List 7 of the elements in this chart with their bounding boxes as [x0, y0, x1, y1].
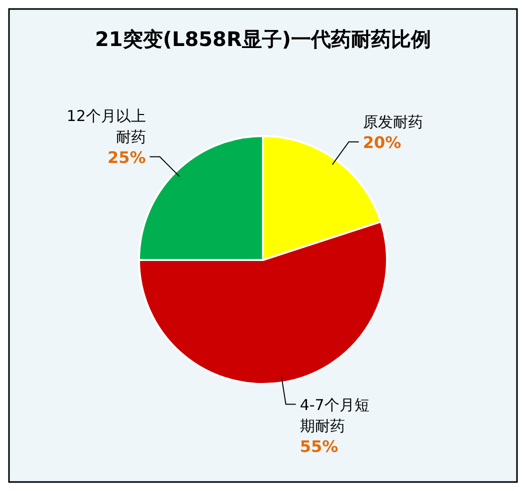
slice-label: 原发耐药 [362, 112, 423, 131]
data-label: 20% [362, 132, 402, 152]
slice-label: 4-7个月短期耐药 [300, 396, 370, 436]
slice-label: 12个月以上耐药 [66, 106, 146, 146]
chart-title: 21突变(L858R显子)一代药耐药比例 [94, 27, 432, 51]
data-label: 25% [107, 148, 146, 167]
data-label: 55% [300, 437, 338, 456]
